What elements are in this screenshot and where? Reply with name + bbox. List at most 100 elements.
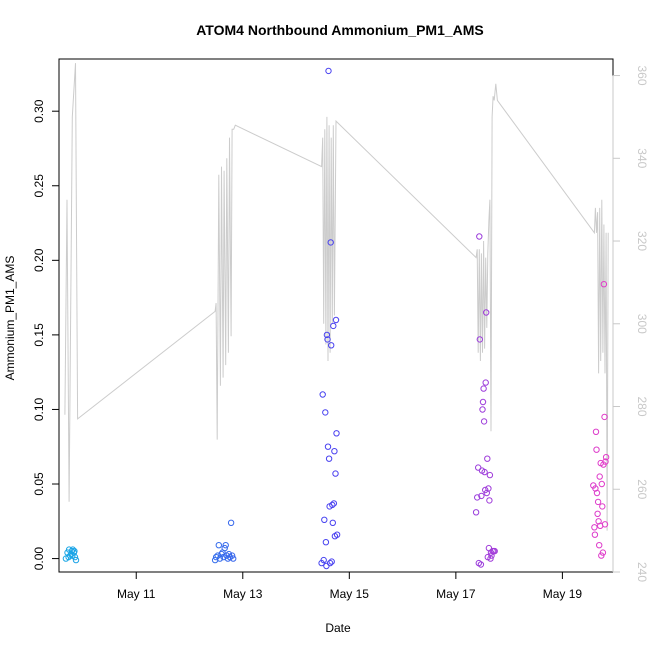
x-tick-label: May 17 xyxy=(436,587,476,601)
y-axis-left: 0.00 0.05 0.10 0.15 0.20 0.25 0.30 xyxy=(32,99,60,571)
data-point xyxy=(596,473,603,480)
data-point xyxy=(325,455,333,462)
data-point xyxy=(71,553,79,561)
data-point xyxy=(479,398,487,406)
x-tick-label: May 19 xyxy=(543,587,583,601)
data-point xyxy=(322,539,330,546)
y-tick-label: 0.00 xyxy=(32,547,46,571)
y2-tick-label: 320 xyxy=(635,231,649,251)
data-point xyxy=(330,322,337,330)
data-point xyxy=(599,549,607,556)
data-point xyxy=(598,480,605,488)
data-point xyxy=(592,428,600,435)
data-point xyxy=(481,468,488,476)
chart-title: ATOM4 Northbound Ammonium_PM1_AMS xyxy=(196,22,484,38)
data-point xyxy=(329,519,336,526)
y2-tick-label: 260 xyxy=(635,479,649,499)
x-axis: May 11 May 13 May 15 May 17 May 19 xyxy=(117,571,583,601)
data-point xyxy=(323,331,331,339)
data-point xyxy=(215,542,223,549)
data-point xyxy=(594,510,601,517)
data-point xyxy=(228,552,236,559)
data-point xyxy=(222,542,229,549)
x-tick-label: May 11 xyxy=(117,587,156,601)
y2-tick-label: 340 xyxy=(635,148,649,168)
data-point xyxy=(480,385,487,392)
data-point xyxy=(593,446,600,453)
data-point xyxy=(221,544,228,552)
data-point xyxy=(328,342,335,349)
data-point xyxy=(220,553,227,561)
data-point xyxy=(472,509,480,516)
data-point xyxy=(593,489,601,497)
data-point xyxy=(333,531,341,538)
y-axis-label: Ammonium_PM1_AMS xyxy=(3,256,17,381)
data-points-layer xyxy=(62,67,610,570)
data-point xyxy=(332,470,339,477)
data-point xyxy=(325,67,332,75)
data-point xyxy=(596,542,603,549)
data-point xyxy=(600,281,608,288)
y2-tick-label: 360 xyxy=(635,65,649,85)
y-tick-label: 0.20 xyxy=(32,248,46,272)
data-point xyxy=(328,558,335,565)
data-point xyxy=(331,448,338,455)
data-point xyxy=(487,555,494,562)
y-tick-label: 0.25 xyxy=(32,174,46,198)
data-point xyxy=(330,500,338,507)
y-tick-label: 0.15 xyxy=(32,323,46,347)
data-point xyxy=(591,524,598,531)
data-point xyxy=(326,559,334,567)
data-point xyxy=(227,519,235,526)
data-point xyxy=(476,233,483,240)
data-point xyxy=(321,516,328,523)
data-point xyxy=(599,503,606,510)
data-point xyxy=(320,556,327,564)
data-point xyxy=(324,443,332,450)
data-point xyxy=(480,418,488,425)
data-point xyxy=(483,309,490,316)
data-point xyxy=(212,553,220,561)
data-point xyxy=(230,555,237,562)
data-point xyxy=(332,316,340,324)
y-axis-right: 240 260 280 300 320 340 360 xyxy=(612,65,649,582)
data-point xyxy=(333,430,340,437)
data-point xyxy=(602,458,609,465)
x-axis-label: Date xyxy=(325,621,351,635)
data-point xyxy=(491,547,498,555)
data-point xyxy=(327,239,334,246)
x-tick-label: May 15 xyxy=(330,587,370,601)
y2-tick-label: 280 xyxy=(635,396,649,416)
data-point xyxy=(319,391,326,398)
data-point xyxy=(329,501,336,509)
data-point xyxy=(322,409,329,416)
data-point xyxy=(602,454,610,461)
data-point xyxy=(476,336,483,343)
data-point xyxy=(601,413,608,421)
x-tick-label: May 13 xyxy=(223,587,263,601)
data-point xyxy=(591,531,599,538)
secondary-line-layer xyxy=(64,63,609,531)
data-point xyxy=(479,406,486,413)
y-tick-label: 0.10 xyxy=(32,397,46,421)
data-point xyxy=(474,494,481,501)
data-point xyxy=(594,498,602,506)
data-point xyxy=(477,561,485,568)
y-tick-label: 0.05 xyxy=(32,472,46,496)
data-point xyxy=(69,546,77,553)
data-point xyxy=(486,471,494,479)
data-point xyxy=(72,556,80,564)
data-point xyxy=(478,492,485,500)
data-point xyxy=(225,550,233,558)
data-point xyxy=(484,455,491,462)
secondary-series-line xyxy=(64,63,609,531)
y-tick-label: 0.30 xyxy=(32,99,46,123)
y2-tick-label: 300 xyxy=(635,314,649,334)
data-point xyxy=(71,547,78,555)
data-point xyxy=(482,379,489,386)
y2-tick-label: 240 xyxy=(635,562,649,582)
data-point xyxy=(601,521,609,528)
data-point xyxy=(485,485,492,492)
